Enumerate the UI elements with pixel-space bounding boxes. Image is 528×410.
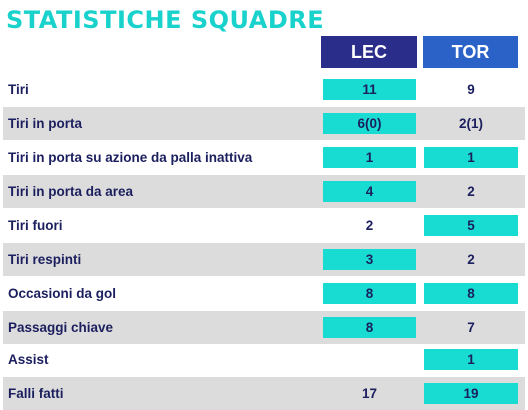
- stat-row-tiri-da-area: Tiri in porta da area 4 2: [3, 175, 525, 208]
- away-value: 1: [424, 147, 518, 168]
- stat-row-falli-fatti: Falli fatti 17 19: [3, 377, 525, 410]
- home-value: 17: [361, 386, 378, 401]
- away-value: 8: [424, 283, 518, 304]
- stat-row-tiri-fuori: Tiri fuori 2 5: [3, 209, 525, 242]
- away-value: 2(1): [458, 116, 483, 131]
- home-value: [323, 349, 416, 370]
- away-value: 7: [467, 320, 475, 335]
- page-title: STATISTICHE SQUADRE: [6, 6, 325, 34]
- stat-row-tiri-palla-inattiva: Tiri in porta su azione da palla inattiv…: [3, 141, 525, 174]
- stat-label: Tiri in porta su azione da palla inattiv…: [8, 150, 253, 165]
- home-value: 4: [323, 181, 416, 202]
- stat-row-assist: Assist 1: [3, 343, 525, 376]
- away-value: 2: [467, 252, 475, 267]
- away-team-header: TOR: [423, 36, 518, 68]
- stat-label: Assist: [8, 352, 49, 367]
- stat-label: Passaggi chiave: [8, 320, 114, 335]
- away-value: 1: [424, 349, 518, 370]
- home-value: 1: [323, 147, 416, 168]
- stat-label: Tiri respinti: [8, 252, 82, 267]
- home-value: 8: [323, 283, 416, 304]
- stat-label: Tiri: [8, 82, 29, 97]
- stat-row-occasioni-da-gol: Occasioni da gol 8 8: [3, 277, 525, 310]
- stat-label: Tiri in porta da area: [8, 184, 134, 199]
- home-value: 6(0): [323, 113, 416, 134]
- stat-label: Tiri fuori: [8, 218, 63, 233]
- stat-row-tiri: Tiri 11 9: [3, 73, 525, 106]
- home-value: 8: [323, 317, 416, 338]
- stat-label: Occasioni da gol: [8, 286, 117, 301]
- home-value: 3: [323, 249, 416, 270]
- away-value: 5: [424, 215, 518, 236]
- away-value: 9: [467, 82, 475, 97]
- away-value: 19: [424, 383, 518, 404]
- home-team-header: LEC: [321, 36, 417, 68]
- stat-label: Falli fatti: [8, 386, 64, 401]
- home-value: 11: [323, 79, 416, 100]
- stat-row-tiri-respinti: Tiri respinti 3 2: [3, 243, 525, 276]
- home-value: 2: [365, 218, 374, 233]
- stat-label: Tiri in porta: [8, 116, 83, 131]
- stat-row-tiri-in-porta: Tiri in porta 6(0) 2(1): [3, 107, 525, 140]
- away-value: 2: [467, 184, 475, 199]
- stat-row-passaggi-chiave: Passaggi chiave 8 7: [3, 311, 525, 344]
